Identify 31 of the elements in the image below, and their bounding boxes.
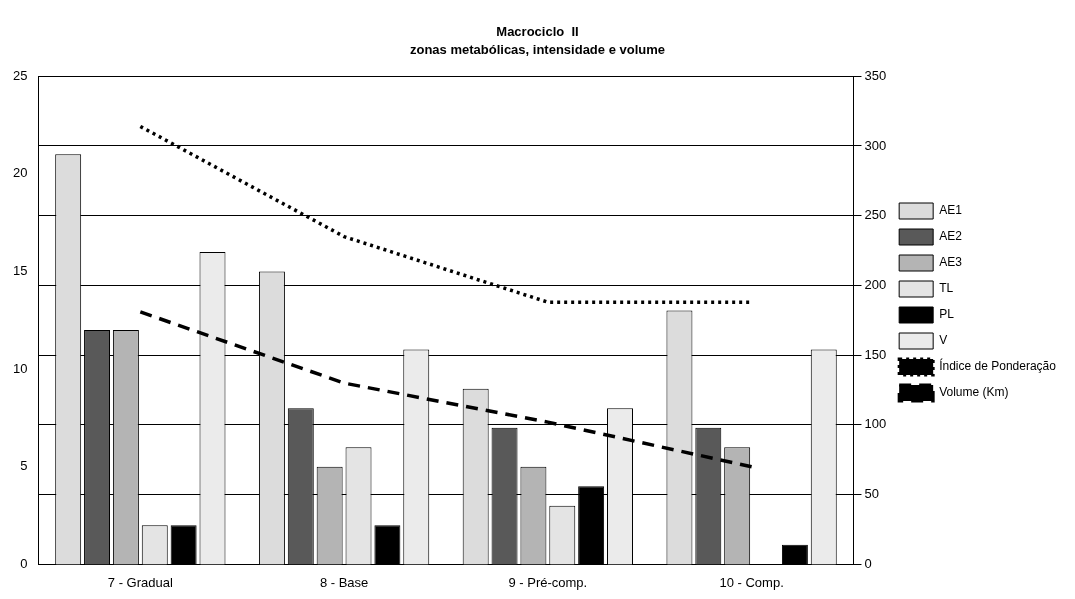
chart-subtitle: zonas metabólicas, intensidade e volume (409, 41, 666, 57)
y2-tick-label: 0 (864, 555, 872, 571)
y-tick-label: 15 (12, 263, 28, 279)
bar (374, 525, 401, 565)
y2-tick-label: 350 (864, 67, 887, 83)
legend-label: AE3 (939, 255, 963, 270)
x-tick-label: 10 - Comp. (719, 574, 784, 590)
y2-tick-label: 250 (864, 207, 887, 223)
y-tick-label: 25 (12, 67, 28, 83)
legend-label: TL (939, 281, 954, 296)
legend-label: AE2 (939, 229, 963, 244)
y2-tick-label: 150 (864, 346, 887, 362)
legend-label: V (939, 333, 948, 348)
bar (170, 525, 197, 565)
y-tick-label: 10 (12, 360, 28, 376)
y-tick-label: 0 (20, 555, 28, 571)
x-tick-label: 7 - Gradual (107, 574, 173, 590)
y2-tick-label: 200 (864, 277, 887, 293)
legend-label: Volume (Km) (939, 385, 1009, 400)
y2-tick-label: 100 (864, 416, 887, 432)
legend-label: AE1 (939, 203, 963, 218)
bar (781, 544, 808, 565)
x-tick-label: 8 - Base (319, 574, 369, 590)
y2-tick-label: 300 (864, 137, 887, 153)
y2-tick-label: 50 (864, 486, 879, 502)
chart-title: Macrociclo II (496, 24, 579, 40)
y-tick-label: 5 (20, 458, 28, 474)
y-tick-label: 20 (12, 165, 28, 181)
legend-label: Índice de Ponderação (939, 358, 1057, 374)
x-tick-label: 9 - Pré-comp. (508, 574, 588, 590)
legend-label: PL (939, 307, 955, 322)
